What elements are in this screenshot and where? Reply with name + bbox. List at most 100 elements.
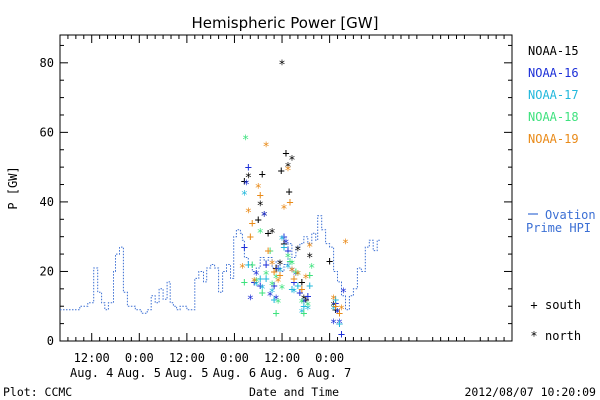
x-tick-date: Aug. 5 (165, 366, 208, 380)
north-point-noaa-19: * (245, 205, 252, 219)
x-tick-time: 12:00 (264, 351, 300, 365)
north-point-noaa-17: * (298, 306, 305, 320)
north-point-noaa-16: * (272, 292, 279, 306)
ovation-series (60, 215, 382, 314)
north-point-noaa-18: * (257, 226, 264, 240)
north-point-noaa-19: * (269, 258, 276, 272)
south-point-noaa-18: + (300, 306, 307, 320)
south-point-noaa-19: + (265, 244, 272, 258)
north-point-noaa-17: * (241, 188, 248, 202)
north-point-noaa-15: * (294, 244, 301, 258)
south-point-noaa-19: + (257, 188, 264, 202)
south-point-noaa-15: + (332, 303, 339, 317)
north-point-noaa-19: * (338, 303, 345, 317)
south-point-noaa-15: + (286, 184, 293, 198)
north-point-noaa-15: * (269, 226, 276, 240)
south-point-noaa-15: + (241, 174, 248, 188)
north-point-noaa-18: * (269, 278, 276, 292)
south-point-noaa-19: + (270, 264, 277, 278)
north-point-noaa-18: * (272, 271, 279, 285)
marker-label-south: south (545, 298, 581, 312)
south-point-noaa-15: + (265, 226, 272, 240)
south-point-noaa-15: + (282, 146, 289, 160)
south-point-noaa-16: + (304, 289, 311, 303)
north-point-noaa-15: * (261, 209, 268, 223)
legend-noaa-15: NOAA-15 (528, 44, 579, 58)
south-point-noaa-17: + (245, 258, 252, 272)
south-point-noaa-18: + (267, 244, 274, 258)
south-point-noaa-17: + (336, 317, 343, 331)
x-tick-date: Aug. 6 (213, 366, 256, 380)
north-point-noaa-17: * (253, 278, 260, 292)
north-point-noaa-16: * (292, 268, 299, 282)
y-tick-label: 20 (40, 264, 54, 278)
ovation-legend-label: Ovation (545, 208, 596, 222)
south-point-noaa-16: + (296, 285, 303, 299)
north-point-noaa-16: * (288, 264, 295, 278)
south-point-noaa-19: + (290, 271, 297, 285)
north-point-noaa-16: * (243, 178, 250, 192)
north-point-noaa-16: * (340, 285, 347, 299)
x-axis-label: Date and Time (249, 385, 339, 399)
legend-noaa-18: NOAA-18 (528, 110, 579, 124)
y-axis: 0 20 40 60 80 (40, 44, 512, 348)
marker-label-north: north (545, 329, 581, 343)
legend-noaa-16: NOAA-16 (528, 66, 579, 80)
north-point-noaa-16: * (300, 296, 307, 310)
south-point-noaa-17: + (270, 292, 277, 306)
south-point-noaa-17: + (306, 278, 313, 292)
south-point-noaa-15: + (272, 261, 279, 275)
north-point-noaa-17: * (304, 303, 311, 317)
x-tick-time: 0:00 (315, 351, 344, 365)
south-point-noaa-16: + (245, 160, 252, 174)
north-point-noaa-16: * (247, 292, 254, 306)
north-point-noaa-15: * (278, 58, 285, 72)
north-point-noaa-19: * (239, 261, 246, 275)
south-point-noaa-15: + (290, 271, 297, 285)
x-tick-time: 12:00 (169, 351, 205, 365)
north-point-noaa-15: * (284, 160, 291, 174)
south-point-noaa-16: + (332, 296, 339, 310)
south-point-noaa-15: + (326, 254, 333, 268)
north-point-noaa-17: * (276, 264, 283, 278)
south-point-noaa-16: + (290, 275, 297, 289)
north-point-noaa-19: * (342, 237, 349, 251)
south-point-noaa-16: + (284, 244, 291, 258)
north-point-noaa-16: * (282, 237, 289, 251)
marker-symbol: + (530, 298, 537, 312)
south-point-noaa-17: + (257, 271, 264, 285)
south-point-noaa-15: + (298, 275, 305, 289)
north-point-noaa-18: * (304, 299, 311, 313)
y-tick-label: 40 (40, 195, 54, 209)
north-point-noaa-19: * (306, 240, 313, 254)
south-point-noaa-16: + (241, 240, 248, 254)
north-point-noaa-17: * (290, 285, 297, 299)
south-point-noaa-19: + (247, 230, 254, 244)
north-point-noaa-17: * (269, 285, 276, 299)
south-point-noaa-16: + (274, 261, 281, 275)
south-point-noaa-16: + (280, 230, 287, 244)
south-point-noaa-16: + (270, 278, 277, 292)
y-tick-label: 60 (40, 125, 54, 139)
north-point-noaa-18: * (274, 296, 281, 310)
north-point-noaa-18: * (308, 261, 315, 275)
north-point-noaa-18: * (284, 251, 291, 265)
south-point-noaa-17: + (294, 278, 301, 292)
south-point-noaa-15: + (259, 167, 266, 181)
north-point-noaa-16: * (334, 306, 341, 320)
y-tick-label: 0 (47, 334, 54, 348)
north-point-noaa-16: * (267, 289, 274, 303)
north-point-noaa-19: * (288, 264, 295, 278)
x-tick-date: Aug. 4 (70, 366, 113, 380)
south-point-noaa-19: + (276, 268, 283, 282)
north-point-noaa-15: * (245, 171, 252, 185)
x-tick-date: Aug. 5 (118, 366, 161, 380)
ovation-legend-label: Prime HPI (526, 221, 591, 235)
north-point-noaa-19: * (251, 275, 258, 289)
south-point-noaa-15: + (336, 317, 343, 331)
north-point-noaa-15: * (288, 153, 295, 167)
footer-left: Plot: CCMC (3, 385, 72, 399)
north-point-noaa-19: * (255, 181, 262, 195)
south-point-noaa-18: + (241, 275, 248, 289)
